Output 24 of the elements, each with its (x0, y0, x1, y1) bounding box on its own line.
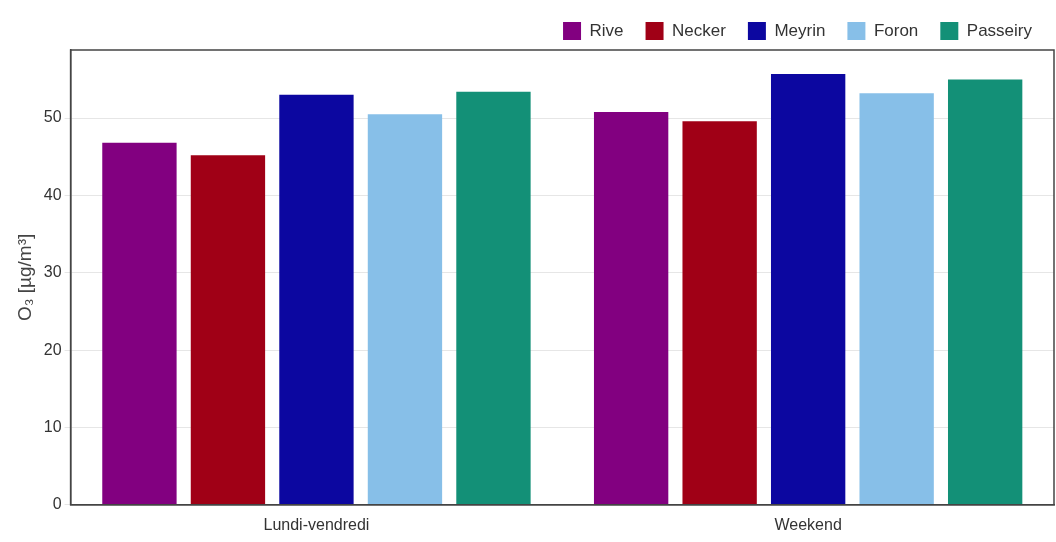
legend-label: Meyrin (774, 20, 826, 40)
bar (456, 91, 531, 505)
bar (682, 121, 757, 505)
legend-label: Passeiry (966, 20, 1033, 40)
y-tick-label: 50 (43, 108, 62, 126)
legend-label: Necker (672, 20, 727, 40)
legend-label: Rive (589, 20, 624, 40)
bar (859, 93, 934, 505)
bar (367, 114, 443, 505)
bar (770, 73, 846, 505)
y-tick-label: 20 (43, 340, 62, 358)
x-tick-label: Lundi-vendredi (263, 515, 370, 533)
bar (190, 155, 266, 505)
y-tick-label: 0 (52, 495, 62, 513)
legend-label: Foron (873, 20, 919, 40)
y-tick-label: 30 (43, 263, 62, 281)
y-tick-label: 10 (43, 417, 62, 435)
bar (593, 111, 669, 505)
bar (947, 79, 1023, 505)
bar (279, 94, 354, 505)
y-axis-title: O₃ [µg/m³] (13, 233, 35, 322)
y-tick-label: 40 (43, 185, 62, 203)
bar (102, 142, 177, 505)
x-tick-label: Weekend (774, 515, 842, 533)
